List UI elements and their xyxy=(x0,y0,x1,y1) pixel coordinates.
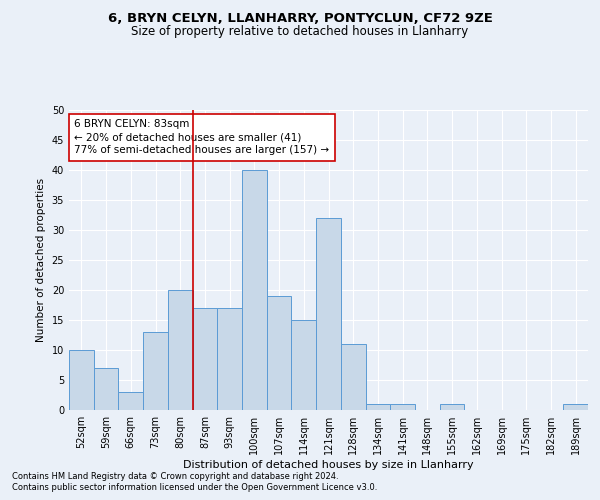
Text: Contains public sector information licensed under the Open Government Licence v3: Contains public sector information licen… xyxy=(12,484,377,492)
Bar xyxy=(563,404,588,410)
Bar xyxy=(316,218,341,410)
Bar xyxy=(390,404,415,410)
Bar xyxy=(292,320,316,410)
Bar xyxy=(217,308,242,410)
Bar xyxy=(118,392,143,410)
Bar xyxy=(365,404,390,410)
Bar xyxy=(440,404,464,410)
X-axis label: Distribution of detached houses by size in Llanharry: Distribution of detached houses by size … xyxy=(183,460,474,470)
Bar xyxy=(341,344,365,410)
Text: 6, BRYN CELYN, LLANHARRY, PONTYCLUN, CF72 9ZE: 6, BRYN CELYN, LLANHARRY, PONTYCLUN, CF7… xyxy=(107,12,493,26)
Bar xyxy=(267,296,292,410)
Text: 6 BRYN CELYN: 83sqm
← 20% of detached houses are smaller (41)
77% of semi-detach: 6 BRYN CELYN: 83sqm ← 20% of detached ho… xyxy=(74,119,329,156)
Text: Size of property relative to detached houses in Llanharry: Size of property relative to detached ho… xyxy=(131,25,469,38)
Bar xyxy=(193,308,217,410)
Bar xyxy=(168,290,193,410)
Text: Contains HM Land Registry data © Crown copyright and database right 2024.: Contains HM Land Registry data © Crown c… xyxy=(12,472,338,481)
Bar xyxy=(242,170,267,410)
Bar xyxy=(69,350,94,410)
Bar xyxy=(143,332,168,410)
Y-axis label: Number of detached properties: Number of detached properties xyxy=(36,178,46,342)
Bar xyxy=(94,368,118,410)
